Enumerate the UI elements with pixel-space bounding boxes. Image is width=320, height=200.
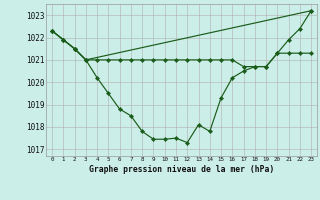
X-axis label: Graphe pression niveau de la mer (hPa): Graphe pression niveau de la mer (hPa) [89, 165, 274, 174]
